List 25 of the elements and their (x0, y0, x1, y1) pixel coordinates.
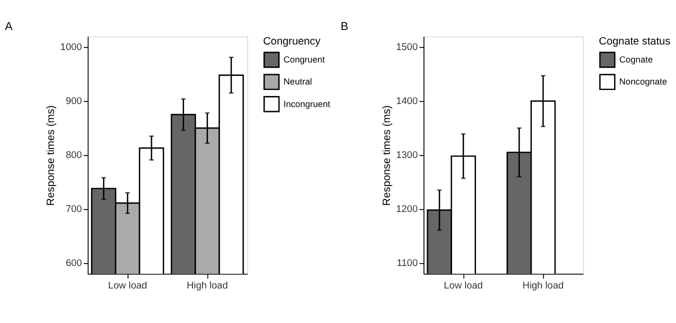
y-tick-label: 1300 (396, 150, 418, 162)
legend-label: Neutral (284, 76, 312, 87)
y-tick-label: 1400 (396, 96, 418, 108)
y-tick-label: 800 (66, 150, 83, 162)
y-tick-label: 1500 (396, 42, 418, 54)
y-tick-label: 1100 (396, 258, 418, 270)
legend-label: Congruent (284, 54, 326, 64)
y-axis-title: Response times (ms) (45, 105, 58, 206)
x-tick-label: High load (186, 280, 228, 292)
legend-label: Noncognate (619, 76, 668, 87)
y-tick-label: 1000 (60, 42, 83, 54)
y-tick-label: 900 (66, 96, 83, 108)
chart-title: A (4, 21, 13, 34)
x-tick-label: Low load (444, 280, 483, 292)
x-tick-label: High load (522, 280, 564, 292)
y-tick-label: 1200 (396, 204, 418, 216)
chart-title: B (340, 21, 349, 34)
y-tick-label: 700 (66, 204, 83, 216)
y-axis-title: Response times (ms) (380, 105, 393, 206)
legend-title: Congruency (263, 35, 322, 48)
y-tick-label: 600 (66, 258, 83, 270)
x-tick-label: Low load (108, 280, 148, 292)
legend-title: Cognate status (598, 35, 670, 48)
legend-label: Cognate (619, 54, 653, 64)
legend-label: Incongruent (284, 98, 331, 109)
